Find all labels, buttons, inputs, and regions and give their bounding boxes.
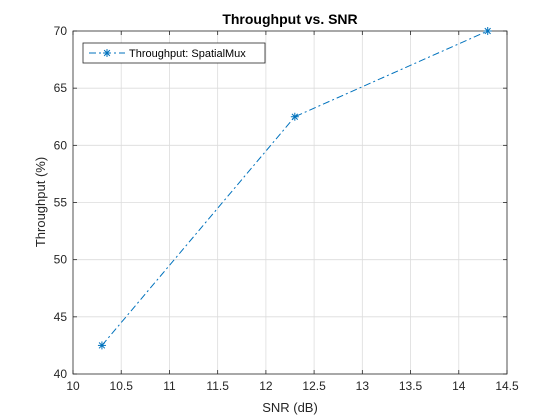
x-tick-label: 10.5 <box>110 379 134 393</box>
marker-stroke <box>484 27 491 35</box>
grid <box>73 31 507 374</box>
series-layer <box>97 27 492 350</box>
legend-label: Throughput: SpatialMux <box>129 48 246 60</box>
x-tick-label: 13 <box>356 379 370 393</box>
x-tick-label: 11.5 <box>206 379 229 393</box>
y-tick-label: 40 <box>54 367 68 381</box>
y-tick-label: 45 <box>54 310 68 324</box>
data-point <box>483 27 492 35</box>
x-tick-label: 11 <box>163 379 176 393</box>
x-tick-label: 10 <box>66 379 80 393</box>
x-tick-label: 14.5 <box>495 379 519 393</box>
marker-stroke <box>98 342 106 349</box>
y-tick-label: 60 <box>54 138 68 152</box>
y-tick-label: 70 <box>54 24 68 38</box>
data-point <box>290 112 299 121</box>
axes: 10 10.5 11 11.5 12 12.5 13 13.5 14 14.5 40 45 50 55 60… <box>54 24 519 393</box>
legend: Throughput: SpatialMux <box>82 42 266 64</box>
series-line <box>101 30 488 346</box>
x-tick-label: 12.5 <box>302 379 326 393</box>
x-tick-label: 13.5 <box>399 379 423 393</box>
marker-stroke <box>103 49 111 57</box>
data-point <box>97 341 106 350</box>
x-tick-label: 14 <box>452 379 466 393</box>
x-tick-label: 12 <box>259 379 273 393</box>
x-axis-label: SNR (dB) <box>262 400 318 415</box>
chart-title: Throughput vs. SNR <box>222 11 357 27</box>
y-tick-label: 55 <box>54 196 68 210</box>
y-tick-label: 65 <box>54 81 68 95</box>
legend-box <box>82 42 266 64</box>
y-axis-label: Throughput (%) <box>33 157 48 247</box>
marker-stroke <box>291 113 299 120</box>
legend-marker <box>103 49 111 57</box>
y-tick-label: 50 <box>54 253 68 267</box>
